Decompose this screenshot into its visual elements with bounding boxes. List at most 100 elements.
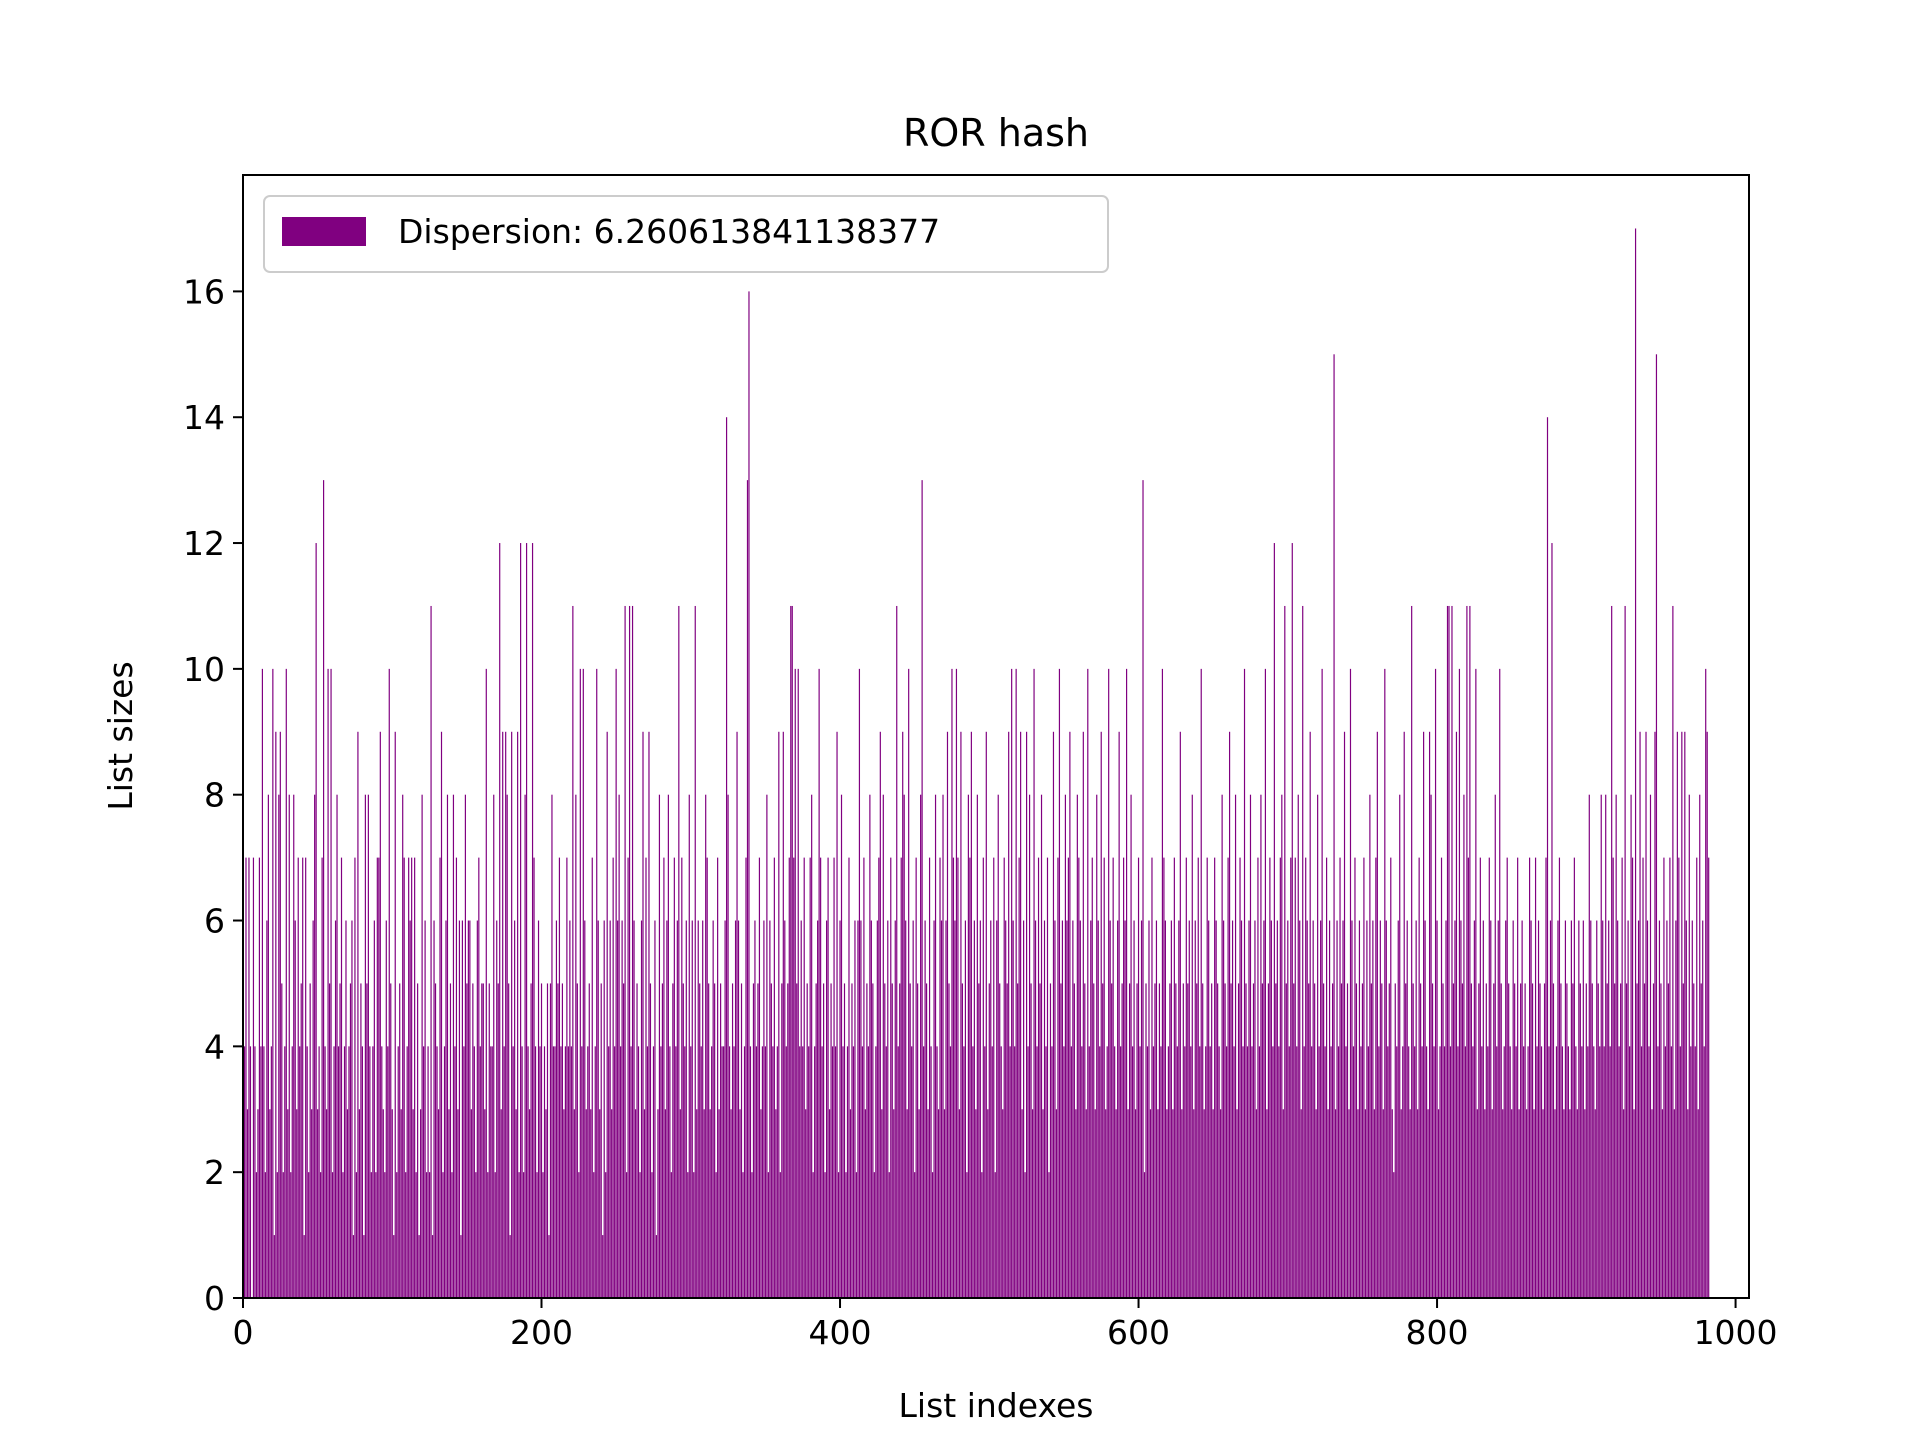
bar — [612, 857, 614, 1298]
bar — [340, 857, 343, 1298]
bar — [263, 1046, 265, 1298]
legend-swatch — [282, 217, 366, 246]
bar — [866, 983, 868, 1298]
bar — [630, 1046, 632, 1298]
bar — [1669, 857, 1671, 1298]
bar — [1290, 857, 1292, 1298]
bar — [1012, 920, 1014, 1298]
bar — [1708, 857, 1710, 1298]
bar — [1348, 1109, 1350, 1298]
bar — [1320, 920, 1322, 1298]
bar — [970, 731, 972, 1298]
bar — [754, 920, 756, 1298]
bar — [1424, 920, 1426, 1298]
bar — [958, 1109, 961, 1298]
bar — [1581, 1046, 1583, 1298]
bar — [417, 983, 419, 1298]
bar — [509, 1235, 511, 1298]
bar — [1614, 983, 1616, 1298]
bar — [1037, 857, 1040, 1298]
bar — [1134, 1109, 1137, 1298]
bar — [1582, 920, 1584, 1298]
bar — [893, 1109, 895, 1298]
bar — [711, 1046, 713, 1298]
bar — [1620, 983, 1622, 1298]
bar — [740, 983, 743, 1298]
bar — [1020, 731, 1022, 1298]
bar — [1675, 920, 1677, 1298]
bar — [690, 1046, 692, 1298]
bar — [1472, 1046, 1474, 1298]
bar — [1654, 731, 1656, 1298]
bar — [606, 731, 608, 1298]
bar — [927, 1109, 929, 1298]
bar — [1397, 920, 1399, 1298]
bar — [311, 1109, 313, 1298]
bar — [1115, 1109, 1117, 1298]
bar — [818, 668, 820, 1298]
bar — [1342, 920, 1344, 1298]
bar — [282, 1172, 284, 1298]
bar — [833, 857, 835, 1298]
bar — [369, 1046, 371, 1298]
bar — [900, 857, 902, 1298]
bar — [1102, 983, 1104, 1298]
bar — [427, 1046, 429, 1298]
bar — [552, 1046, 555, 1298]
bar — [767, 1172, 769, 1298]
bar — [605, 1172, 607, 1298]
bar — [1552, 983, 1555, 1298]
bar — [1436, 920, 1438, 1298]
bar — [1233, 1046, 1235, 1298]
bar — [1308, 983, 1310, 1298]
bar — [1140, 920, 1143, 1298]
bar — [1706, 731, 1708, 1298]
bar — [1484, 1109, 1486, 1298]
bar — [1103, 857, 1105, 1298]
bar — [681, 857, 683, 1298]
bar — [1478, 983, 1480, 1298]
bar — [684, 1046, 686, 1298]
bar — [546, 983, 549, 1298]
bar — [1617, 920, 1619, 1298]
bar — [748, 291, 750, 1298]
bar — [1648, 1046, 1650, 1298]
bar — [314, 794, 316, 1298]
bar — [1534, 857, 1537, 1298]
bar — [870, 920, 872, 1298]
bar — [966, 1172, 968, 1298]
y-tick-label: 0 — [204, 1279, 225, 1318]
bar — [278, 794, 280, 1298]
bar — [455, 857, 458, 1298]
bar — [487, 1172, 489, 1298]
bar — [1099, 1046, 1101, 1298]
bar — [506, 794, 508, 1298]
bar — [688, 794, 690, 1298]
bar — [1561, 1046, 1564, 1298]
bar — [891, 983, 893, 1298]
bar — [473, 1046, 475, 1298]
bar — [1490, 920, 1492, 1298]
bar — [714, 983, 716, 1298]
bar — [530, 983, 532, 1298]
bar — [1446, 605, 1449, 1298]
bar — [596, 668, 598, 1298]
bar — [1179, 731, 1181, 1298]
bar — [523, 1172, 525, 1298]
bar — [1275, 983, 1277, 1298]
bar — [1040, 794, 1043, 1298]
bar — [1591, 983, 1593, 1298]
bar — [558, 857, 561, 1298]
bar — [1378, 1046, 1380, 1298]
bar — [743, 1046, 746, 1298]
bar — [611, 1109, 613, 1298]
bar — [1452, 983, 1455, 1298]
bar — [415, 1172, 417, 1298]
bar — [1670, 1046, 1672, 1298]
bar — [1533, 1109, 1535, 1298]
bar — [382, 1109, 384, 1298]
bar — [1657, 1046, 1659, 1298]
bar — [1440, 857, 1443, 1298]
bar — [449, 983, 452, 1298]
bar — [1164, 920, 1166, 1298]
